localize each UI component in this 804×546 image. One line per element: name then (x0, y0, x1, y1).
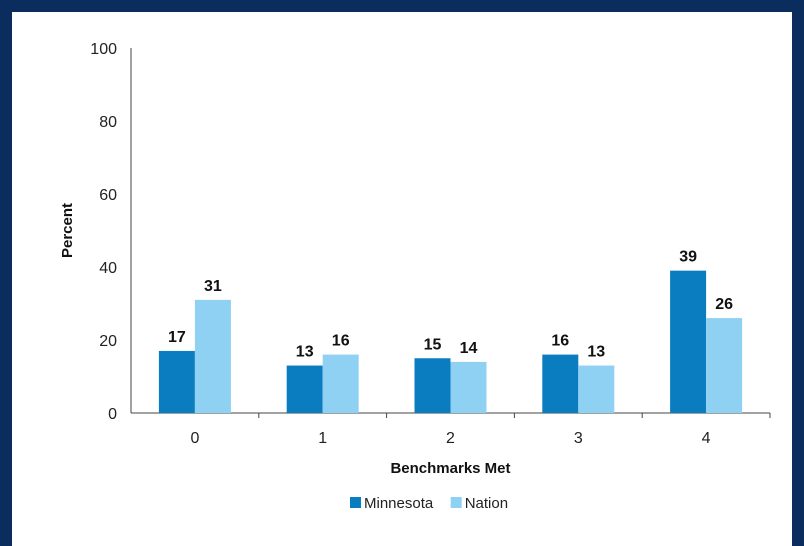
legend-swatch-nation (450, 497, 462, 508)
bar-nation-1 (322, 354, 359, 413)
x-tick-label: 3 (574, 430, 583, 447)
y-tick-label: 20 (99, 333, 117, 350)
x-axis-ticks: 0 1 2 3 4 (190, 413, 771, 447)
bar-nation-0 (194, 299, 231, 413)
bar-minnesota-1 (286, 365, 323, 413)
y-tick-label: 100 (90, 41, 117, 58)
y-tick-label: 60 (99, 187, 117, 204)
bar-nation-2 (450, 361, 487, 413)
bar-minnesota-0 (158, 350, 195, 413)
y-tick-label: 80 (99, 114, 117, 131)
bar-minnesota-3 (542, 354, 579, 413)
data-label-minnesota-4: 39 (679, 249, 697, 266)
data-label-minnesota-3: 16 (551, 333, 569, 350)
data-label-minnesota-2: 15 (424, 336, 442, 353)
x-tick-label: 2 (446, 430, 455, 447)
x-tick-label: 0 (190, 430, 199, 447)
data-label-nation-0: 31 (204, 278, 222, 295)
legend-swatch-minnesota (350, 497, 361, 508)
legend: Minnesota Nation (350, 495, 508, 512)
bar-minnesota-4 (670, 270, 707, 413)
legend-label-nation: Nation (465, 495, 508, 512)
y-tick-label: 0 (108, 406, 117, 423)
y-axis-ticks: 0 20 40 60 80 100 (90, 41, 117, 423)
x-tick-label: 1 (318, 430, 327, 447)
data-label-nation-4: 26 (715, 296, 733, 313)
bar-nation-3 (578, 365, 615, 413)
data-label-nation-3: 13 (587, 344, 605, 361)
data-label-minnesota-0: 17 (168, 329, 186, 346)
x-tick-label: 4 (702, 430, 711, 447)
bar-minnesota-2 (414, 358, 451, 413)
legend-label-minnesota: Minnesota (364, 495, 434, 512)
data-label-nation-1: 16 (332, 333, 350, 350)
y-tick-label: 40 (99, 260, 117, 277)
data-label-nation-2: 14 (460, 340, 478, 357)
data-label-minnesota-1: 13 (296, 344, 314, 361)
bars-group: 17 31 13 16 15 14 16 13 39 26 (158, 249, 743, 413)
x-axis-title: Benchmarks Met (390, 460, 510, 477)
y-axis-title: Percent (59, 203, 76, 258)
bar-nation-4 (706, 318, 743, 413)
